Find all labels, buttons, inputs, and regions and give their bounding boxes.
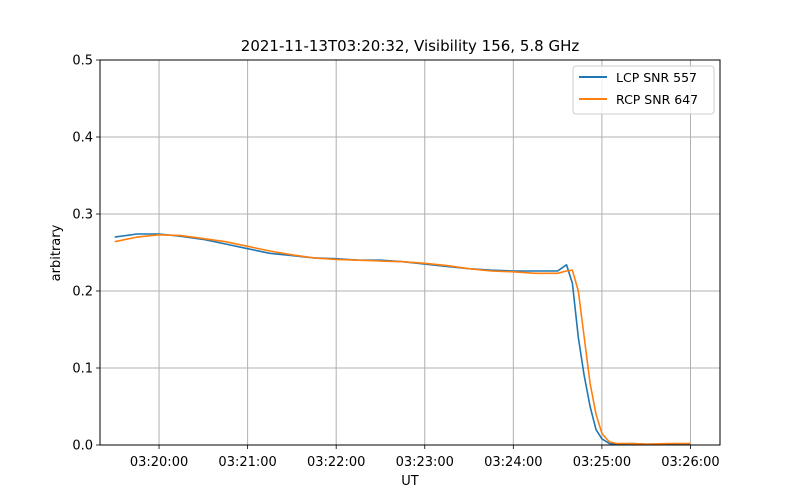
y-tick-label: 0.4 <box>72 131 93 146</box>
y-tick-label: 0.1 <box>72 362 93 377</box>
legend-label-lcp: LCP SNR 557 <box>616 70 697 85</box>
y-tick-label: 0.2 <box>72 285 93 300</box>
chart-title: 2021-11-13T03:20:32, Visibility 156, 5.8… <box>241 37 580 55</box>
x-tick-label: 03:23:00 <box>396 455 454 470</box>
y-tick-label: 0.5 <box>72 54 93 69</box>
y-tick-label: 0.0 <box>72 439 93 454</box>
x-tick-label: 03:20:00 <box>130 455 188 470</box>
x-tick-label: 03:24:00 <box>484 455 542 470</box>
axis-ticks: 03:20:00 03:21:00 03:22:00 03:23:00 03:24:00… <box>72 54 719 471</box>
legend-label-rcp: RCP SNR 647 <box>616 92 698 107</box>
series-line-rcp <box>114 234 691 446</box>
y-axis-label: arbitrary <box>49 224 64 281</box>
plot-frame <box>99 59 721 446</box>
x-tick-label: 03:21:00 <box>218 455 276 470</box>
x-axis-label: UT <box>401 474 419 489</box>
x-tick-label: 03:25:00 <box>573 455 631 470</box>
legend-box <box>572 65 715 115</box>
plot-lines <box>114 233 691 446</box>
x-tick-label: 03:22:00 <box>307 455 365 470</box>
legend: LCP SNR 557 RCP SNR 647 <box>572 65 715 115</box>
x-tick-label: 03:26:00 <box>661 455 719 470</box>
y-tick-label: 0.3 <box>72 208 93 223</box>
